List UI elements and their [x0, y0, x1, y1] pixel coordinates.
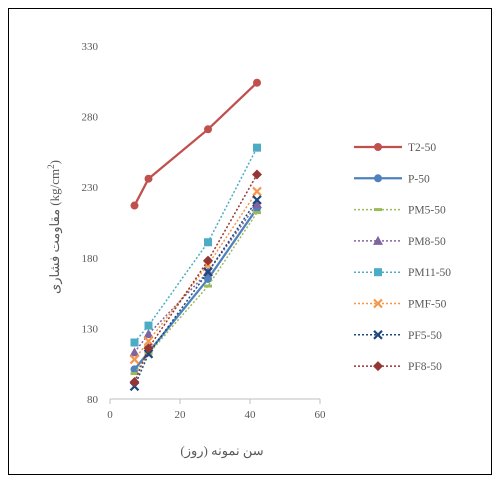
data-point-pm8-50: [143, 329, 154, 339]
legend-marker: [374, 268, 382, 277]
data-point-p-50: [204, 274, 212, 283]
data-point-t2-50: [253, 78, 261, 87]
series-t2-50: [130, 78, 261, 210]
series-line-t2-50: [133, 81, 258, 207]
data-point-pm5-50: [253, 211, 261, 215]
data-point-t2-50: [130, 201, 139, 210]
series-group: [129, 78, 262, 392]
series-pf8-50: [129, 169, 262, 388]
data-point-t2-50: [144, 174, 153, 183]
legend-label: PM5-50: [408, 205, 446, 217]
legend-marker: [374, 174, 382, 183]
data-point-pm5-50: [204, 284, 212, 288]
data-point-p-50: [130, 365, 139, 374]
line-chart: 80 130 180 230 280 330 0 20 40 60 T2-50 P-50 PM5-5…: [46, 41, 451, 459]
data-point-pm8-50: [252, 199, 262, 209]
series-pm11-50: [130, 143, 261, 347]
legend-label: PMF-50: [408, 299, 447, 311]
y-tick-label: 230: [82, 182, 99, 194]
legend-item-pm11-50: PM11-50: [354, 267, 451, 279]
data-point-pf5-50: [203, 267, 213, 277]
legend-marker: [374, 143, 382, 151]
data-point-pf8-50: [203, 255, 213, 266]
data-point-pf8-50: [252, 169, 262, 180]
series-line-pm11-50: [133, 147, 258, 343]
y-tick-label: 80: [87, 394, 99, 406]
data-point-pf5-50: [143, 349, 154, 359]
data-point-pm11-50: [204, 238, 212, 247]
data-point-pmf-50: [252, 186, 262, 197]
legend-item-pm5-50: PM5-50: [354, 205, 446, 217]
legend-item-p-50: P-50: [354, 173, 430, 185]
series-line-p-50: [133, 207, 258, 371]
data-point-t2-50: [204, 125, 212, 134]
y-tick-label: 130: [82, 323, 99, 335]
legend-item-pf8-50: PF8-50: [354, 361, 442, 373]
axes: [109, 398, 321, 404]
x-tick-label: 20: [175, 409, 187, 421]
series-line-pm5-50: [133, 212, 258, 375]
legend-item-pf5-50: PF5-50: [354, 330, 442, 342]
legend-label: PF8-50: [408, 361, 442, 373]
y-tick-labels: 80 130 180 230 280 330: [82, 41, 99, 406]
x-tick-labels: 0 20 40 60: [107, 409, 326, 421]
legend-marker: [373, 235, 383, 245]
legend-marker: [373, 330, 383, 340]
legend-marker: [373, 298, 383, 309]
data-point-pf8-50: [129, 377, 140, 388]
legend-label: PF5-50: [408, 330, 442, 342]
data-point-pm8-50: [129, 347, 140, 357]
y-tick-label: 280: [82, 112, 99, 124]
legend-label: P-50: [408, 173, 430, 185]
legend-label: PM8-50: [408, 236, 446, 248]
x-tick-label: 60: [315, 409, 327, 421]
legend-item-t2-50: T2-50: [354, 142, 436, 154]
legend: T2-50 P-50 PM5-50 PM8-50 PM11-50 PMF-50 PF5-50…: [354, 142, 451, 373]
legend-item-pmf-50: PMF-50: [354, 299, 447, 311]
data-point-pm11-50: [253, 143, 261, 152]
series-line-pf5-50: [133, 199, 258, 387]
y-tick-label: 180: [82, 253, 99, 265]
legend-marker: [373, 361, 383, 372]
legend-label: PM11-50: [408, 267, 451, 279]
series-line-pf8-50: [133, 174, 258, 383]
y-tick-label: 330: [82, 41, 99, 53]
y-axis-label-close: ): [47, 160, 62, 164]
data-point-pf8-50: [143, 343, 154, 354]
y-axis-label-text: مقاومت فشاری (kg/cm: [47, 169, 63, 294]
y-axis-label-superscript: 2: [46, 164, 56, 169]
legend-item-pm8-50: PM8-50: [354, 235, 446, 248]
y-axis-label: مقاومت فشاری (kg/cm2): [46, 160, 63, 294]
series-line-pmf-50: [133, 191, 258, 360]
x-tick-label: 40: [245, 409, 257, 421]
data-point-pf5-50: [252, 195, 262, 205]
data-point-pm11-50: [144, 321, 153, 330]
legend-label: T2-50: [408, 142, 436, 154]
data-point-pm11-50: [130, 338, 139, 347]
legend-marker: [374, 208, 382, 212]
x-tick-label: 0: [107, 409, 113, 421]
chart-frame: 80 130 180 230 280 330 0 20 40 60 T2-50 P-50 PM5-5…: [8, 8, 492, 475]
data-point-pmf-50: [129, 354, 140, 365]
data-point-pm5-50: [130, 372, 139, 376]
x-axis-label: سن نمونه (روز): [180, 443, 263, 459]
